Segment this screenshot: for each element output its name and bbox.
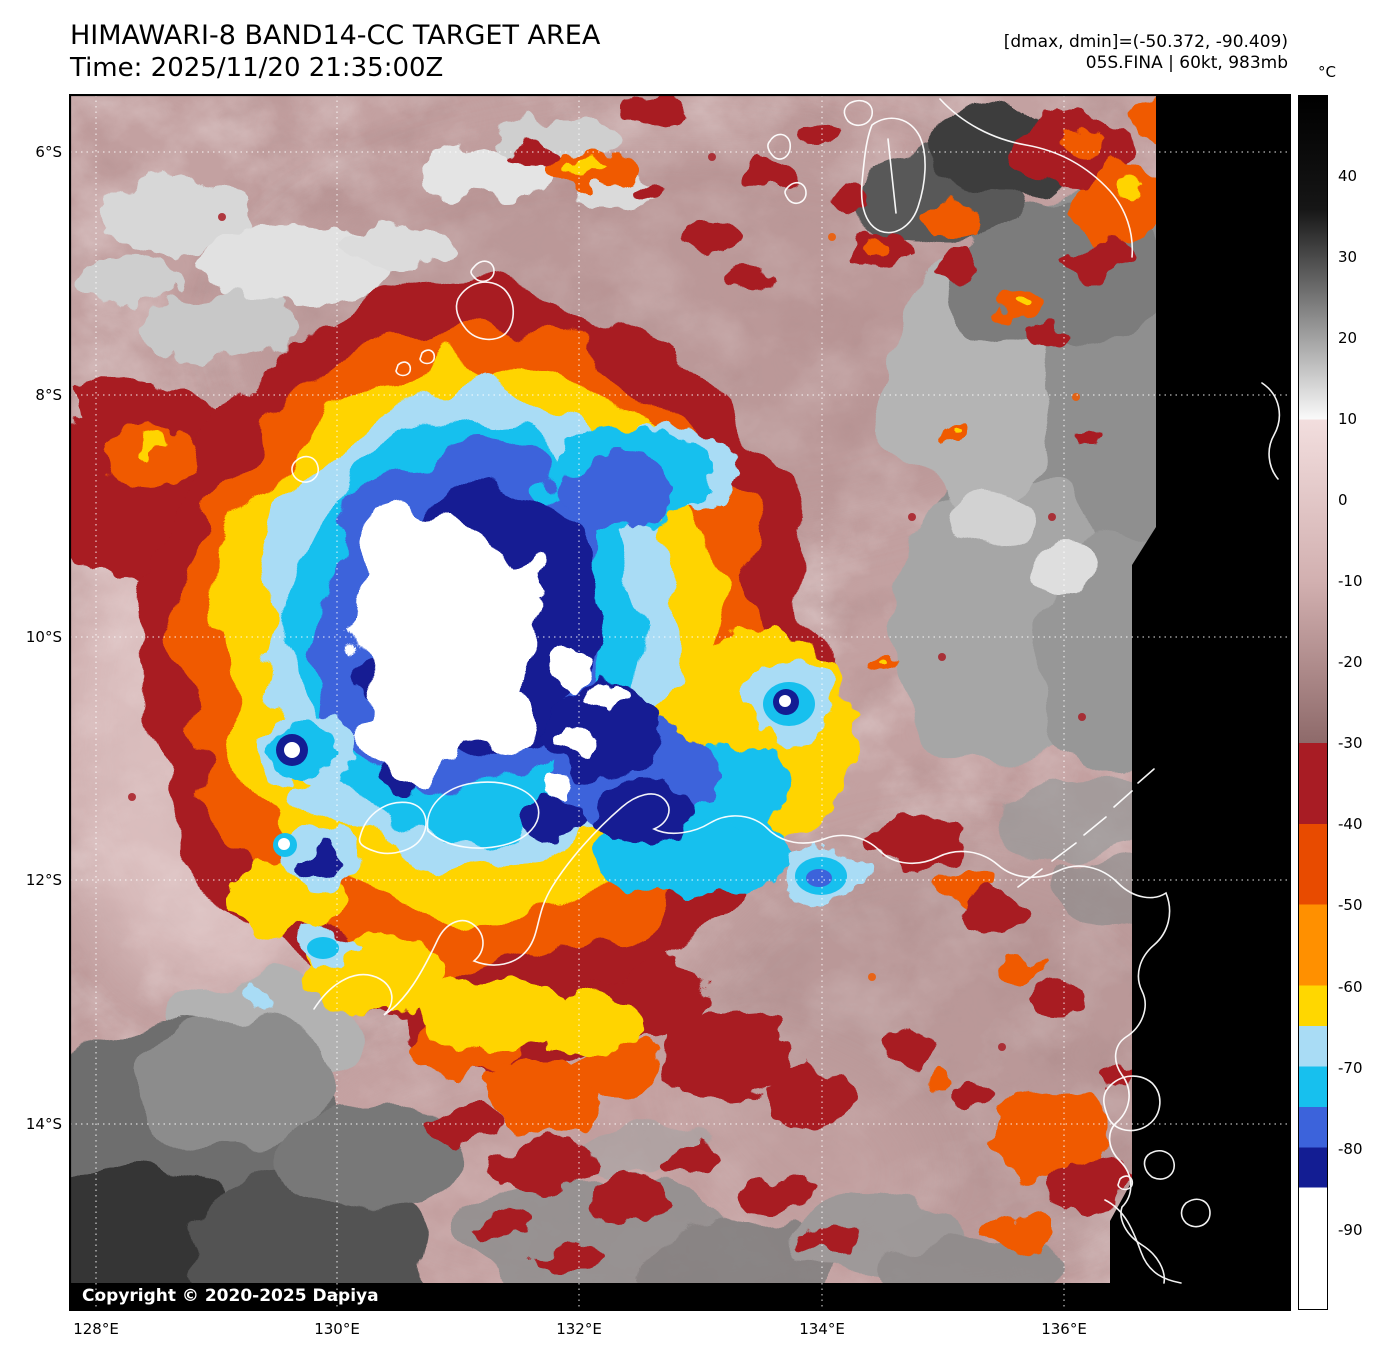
satellite-image [0, 94, 1291, 1359]
colorbar-tick-label: -10 [1338, 572, 1363, 590]
lat-axis-label: 12°S [25, 871, 62, 889]
colorbar-tick-label: 10 [1338, 410, 1358, 428]
colorbar-tick-label: 40 [1338, 167, 1358, 185]
lat-axis-label: 8°S [35, 386, 62, 404]
dmax-dmin-info: [dmax, dmin]=(-50.372, -90.409) [1003, 32, 1288, 52]
map-border [69, 94, 1291, 1311]
colorbar-tick-label: -50 [1338, 896, 1363, 914]
colorbar-tick-label: -20 [1338, 653, 1363, 671]
page-title: HIMAWARI-8 BAND14-CC TARGET AREA [70, 20, 601, 51]
colorbar-unit-label: °C [1318, 63, 1336, 81]
colorbar-tick-label: 0 [1338, 491, 1348, 509]
satellite-map: Copyright © 2020-2025 Dapiya [0, 94, 1291, 1359]
lat-axis-label: 6°S [35, 143, 62, 161]
colorbar-tick-label: 30 [1338, 248, 1358, 266]
time-subtitle: Time: 2025/11/20 21:35:00Z [70, 53, 444, 83]
colorbar-tick-label: 20 [1338, 329, 1358, 347]
grid-lines [70, 95, 1290, 1310]
cyclone-west-cold-spots [241, 713, 362, 1007]
lat-axis-label: 14°S [25, 1115, 62, 1133]
colorbar-tick-label: -70 [1338, 1059, 1363, 1077]
colorbar-gradient [1299, 96, 1327, 1309]
colorbar-tick-label: -80 [1338, 1140, 1363, 1158]
cyclone-overshooting-tops [349, 496, 624, 798]
storm-info: 05S.FINA | 60kt, 983mb [1085, 53, 1288, 73]
colorbar-tick-label: -40 [1338, 815, 1363, 833]
colorbar [1298, 95, 1328, 1310]
colorbar-tick-label: -90 [1338, 1221, 1363, 1239]
no-data-region [70, 95, 1290, 1310]
colorbar-tick-label: -30 [1338, 734, 1363, 752]
lon-axis-label: 134°E [799, 1320, 845, 1338]
lon-axis-label: 128°E [73, 1320, 119, 1338]
lon-axis-label: 130°E [314, 1320, 360, 1338]
lat-axis-label: 10°S [25, 628, 62, 646]
copyright-label: Copyright © 2020-2025 Dapiya [82, 1286, 379, 1306]
cyclone-east-cold-spots [746, 661, 867, 907]
lon-axis-label: 136°E [1041, 1320, 1087, 1338]
lon-axis-label: 132°E [556, 1320, 602, 1338]
header-info: [dmax, dmin]=(-50.372, -90.409) 05S.FINA… [1004, 32, 1288, 74]
colorbar-tick-label: -60 [1338, 978, 1363, 996]
